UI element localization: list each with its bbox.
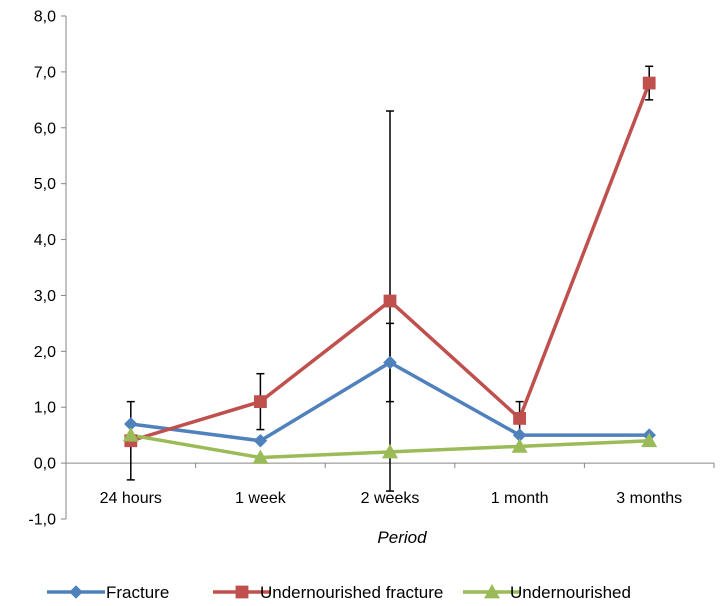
legend-marker (235, 585, 249, 599)
series-markers (122, 76, 658, 464)
y-tick-label: 1,0 (34, 400, 56, 417)
y-tick-label: 8,0 (34, 9, 56, 26)
x-tick-label: 1 month (491, 490, 549, 507)
y-tick-label: 0,0 (34, 456, 56, 473)
data-point (511, 438, 528, 453)
data-point (122, 427, 139, 442)
data-point (254, 395, 267, 409)
data-point (383, 294, 397, 308)
y-tick-label: 4,0 (34, 232, 56, 249)
legend-marker (484, 584, 500, 599)
data-point (512, 428, 527, 442)
data-point (252, 449, 269, 464)
data-point (642, 76, 656, 90)
x-axis-title: Period (377, 528, 427, 547)
y-tick-label: -1,0 (28, 512, 56, 529)
data-point (641, 432, 658, 448)
x-tick-label: 24 hours (100, 490, 162, 507)
data-point (382, 443, 398, 459)
data-point (253, 433, 268, 448)
y-tick-label: 2,0 (34, 344, 56, 361)
data-point (383, 355, 397, 370)
axes: -1,0 0,0 1,0 2,0 3,0 4,0 5,0 6,0 7,0 8,0 24 hours 1… (28, 9, 715, 529)
y-tick-label: 7,0 (34, 64, 56, 81)
x-tick-label: 3 months (616, 490, 682, 507)
legend: Fracture Undernourished fracture Undernour… (47, 583, 631, 602)
data-point (124, 417, 138, 431)
legend-label: Undernourished (510, 583, 631, 602)
x-tick-label: 1 week (235, 490, 287, 507)
y-tick-label: 3,0 (34, 288, 56, 305)
y-tick-label: 6,0 (34, 120, 56, 137)
legend-label: Undernourished fracture (260, 583, 443, 602)
y-tick-label: 5,0 (34, 176, 56, 193)
legend-marker (69, 585, 83, 599)
x-tick-label: 2 weeks (361, 490, 420, 507)
legend-label: Fracture (106, 583, 169, 602)
data-point (513, 412, 526, 425)
